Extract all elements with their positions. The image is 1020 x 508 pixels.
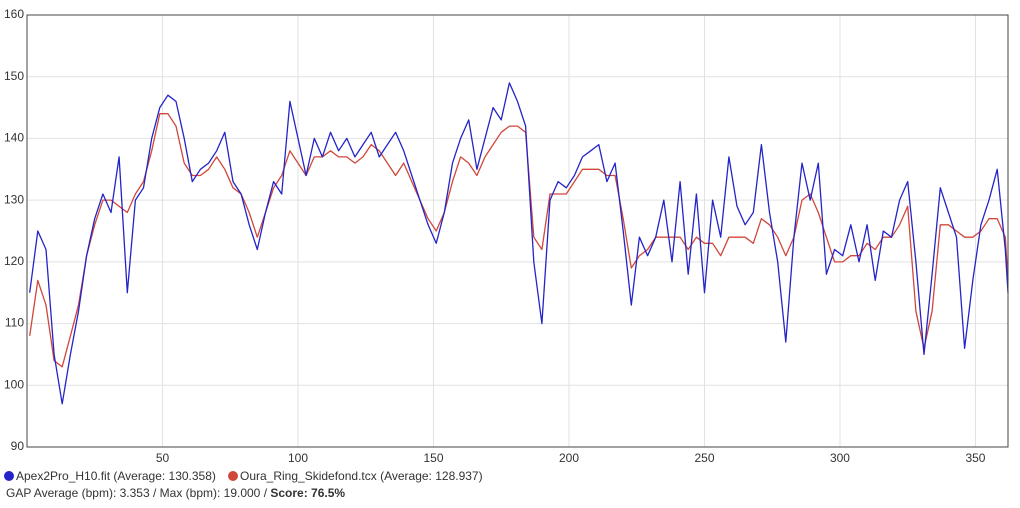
y-tick-label: 120 [4,254,24,268]
y-tick-label: 90 [11,439,25,453]
legend-marker [4,471,14,481]
stats-text: GAP Average (bpm): 3.353 / Max (bpm): 19… [6,486,270,500]
stats: GAP Average (bpm): 3.353 / Max (bpm): 19… [6,486,345,500]
series-line [29,82,1009,405]
y-tick-label: 130 [4,192,24,206]
legend-label: Oura_Ring_Skidefond.tcx (Average: 128.93… [240,469,483,483]
legend-label: Apex2Pro_H10.fit (Average: 130.358) [16,469,216,483]
x-tick-label: 150 [423,451,443,465]
y-tick-label: 100 [4,377,24,391]
x-tick-label: 200 [559,451,579,465]
series-line [29,113,1009,368]
y-tick-label: 160 [4,7,24,21]
legend-marker [228,471,238,481]
x-tick-label: 50 [156,451,170,465]
plot-frame [26,14,1009,448]
x-tick-label: 250 [694,451,714,465]
score-text: Score: 76.5% [270,486,345,500]
x-tick-label: 350 [965,451,985,465]
y-tick-label: 110 [5,316,24,330]
y-tick-label: 140 [4,131,24,145]
x-tick-label: 100 [288,451,308,465]
y-tick-label: 150 [4,69,24,83]
x-tick-label: 300 [830,451,850,465]
